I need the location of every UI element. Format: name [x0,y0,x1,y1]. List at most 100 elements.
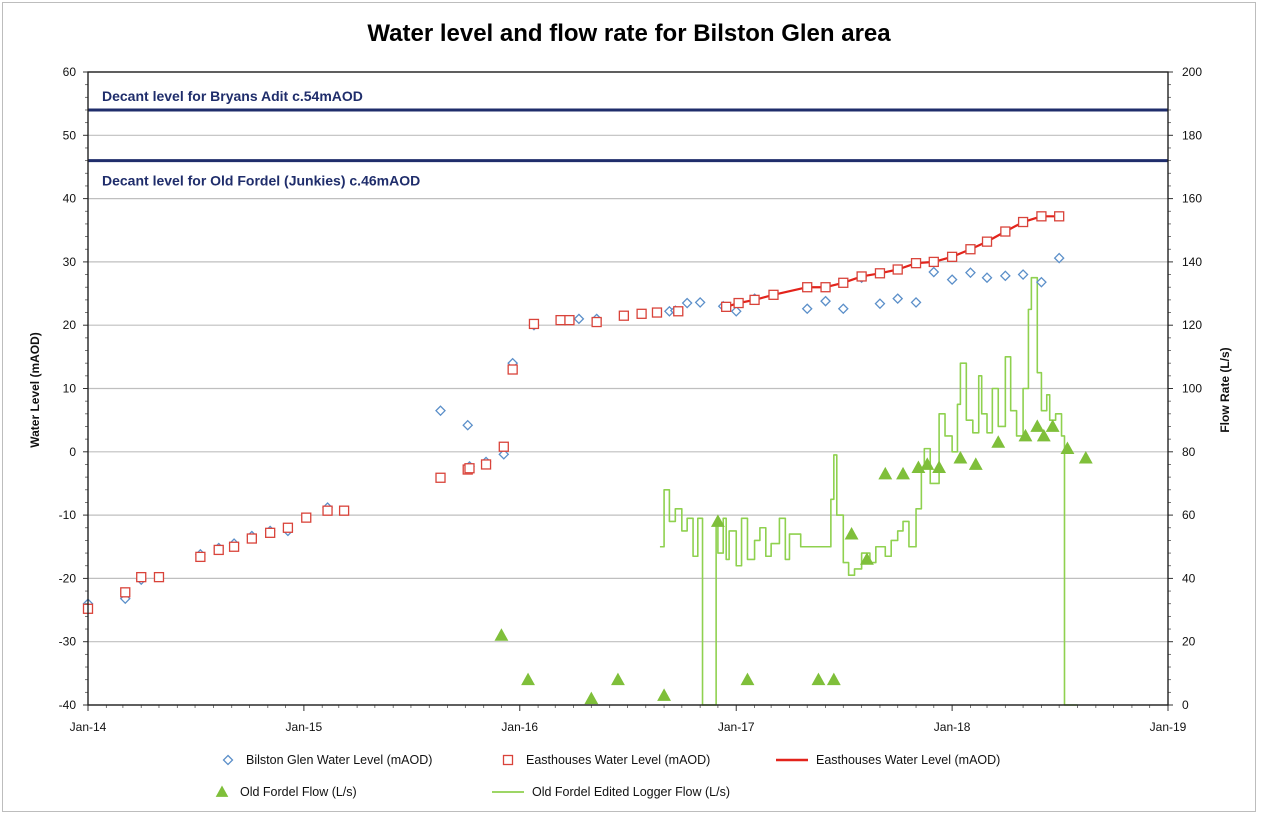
data-point-triangle [1018,428,1033,442]
y2-tick-label: 100 [1182,382,1202,396]
data-point-triangle [521,672,535,686]
data-point-square [265,527,276,538]
legend-item: Old Fordel Flow (L/s) [215,785,357,799]
y-tick-label: 0 [69,445,76,459]
legend-swatch [215,785,229,797]
axes: 6050403020100-10-20-30-40200180160140120… [59,65,1203,734]
data-point-triangle [844,527,859,540]
y-tick-label: -20 [59,571,77,585]
data-point-square [322,505,333,516]
data-point-square [651,307,663,318]
data-point-triangle [860,552,874,565]
data-point-diamond [1017,269,1029,280]
data-point-triangle [1036,428,1051,442]
data-point-diamond [1053,252,1065,264]
series-3 [494,419,1093,705]
data-point-triangle [953,451,968,464]
data-point-square [838,277,849,288]
legend-label: Old Fordel Edited Logger Flow (L/s) [532,785,730,799]
data-point-square [435,472,446,483]
y-tick-label: 60 [63,65,77,79]
data-point-square [136,571,147,583]
y2-tick-label: 0 [1182,698,1189,712]
y2-tick-label: 140 [1182,255,1202,269]
x-tick-label: Jan-14 [70,720,107,734]
data-point-diamond [874,298,886,310]
data-point-diamond [837,303,849,315]
y-tick-label: -10 [59,508,77,522]
data-point-triangle [1030,419,1045,432]
data-point-diamond [965,267,976,279]
data-point-square [1017,216,1029,228]
data-point-square [892,264,903,275]
y2-tick-label: 40 [1182,571,1196,585]
x-tick-label: Jan-19 [1150,720,1187,734]
data-point-square [820,282,831,293]
data-point-square [1054,211,1065,222]
data-point-triangle [1045,419,1060,432]
data-point-triangle [968,457,983,470]
data-point-square [213,544,224,556]
data-point-square [555,314,566,326]
data-point-square [965,244,976,255]
data-point-triangle [920,457,935,470]
y-tick-label: 30 [63,255,77,269]
data-point-square [721,301,732,312]
plot-area-border [87,71,1169,706]
y-tick-label: -30 [59,635,77,649]
y2-tick-label: 60 [1182,508,1196,522]
data-point-square [564,314,575,326]
y2-tick-label: 80 [1182,445,1196,459]
data-point-diamond [981,272,993,284]
y2-axis-label: Flow Rate (L/s) [1218,347,1232,432]
x-tick-label: Jan-16 [501,720,538,734]
data-point-square [636,308,647,319]
x-tick-label: Jan-18 [934,720,971,734]
data-point-triangle [878,466,893,480]
data-point-triangle [611,672,625,686]
data-point-diamond [435,405,446,417]
y-tick-label: 20 [63,318,77,332]
legend-swatch [502,754,514,766]
legend-swatch [222,754,234,766]
legend-item: Easthouses Water Level (mAOD) [776,753,1000,767]
data-point-square [338,505,350,516]
data-point-diamond [1036,276,1047,288]
data-point-square [673,306,684,317]
data-point-diamond [498,448,510,460]
data-point-square [282,522,294,533]
data-point-diamond [573,313,585,325]
data-point-triangle [1078,451,1093,464]
data-point-triangle [657,688,672,701]
series-1 [82,211,1065,614]
data-point-triangle [896,466,910,480]
data-point-square [733,297,744,309]
data-point-square [591,316,602,328]
data-point-diamond [928,266,940,278]
data-point-square [301,512,312,523]
data-point-triangle [1060,441,1075,455]
series-4 [659,276,1078,706]
y2-tick-label: 180 [1182,128,1202,142]
data-point-diamond [462,419,474,431]
data-point-square [1036,211,1047,222]
data-point-square [528,318,540,330]
data-point-square [464,463,475,474]
data-point-diamond [694,296,706,308]
y-tick-label: 50 [63,128,77,142]
x-tick-label: Jan-15 [286,720,323,734]
data-point-square [749,294,760,306]
data-point-diamond [681,297,693,309]
data-point-diamond [999,270,1011,282]
data-point-square [910,258,922,269]
data-point-triangle [710,514,725,527]
data-point-triangle [932,460,947,474]
data-point-square [480,459,492,470]
data-point-triangle [991,435,1006,448]
data-point-square [946,251,958,262]
y2-tick-label: 200 [1182,65,1202,79]
data-point-triangle [494,628,509,641]
data-point-triangle [811,672,826,686]
y2-tick-label: 20 [1182,635,1196,649]
